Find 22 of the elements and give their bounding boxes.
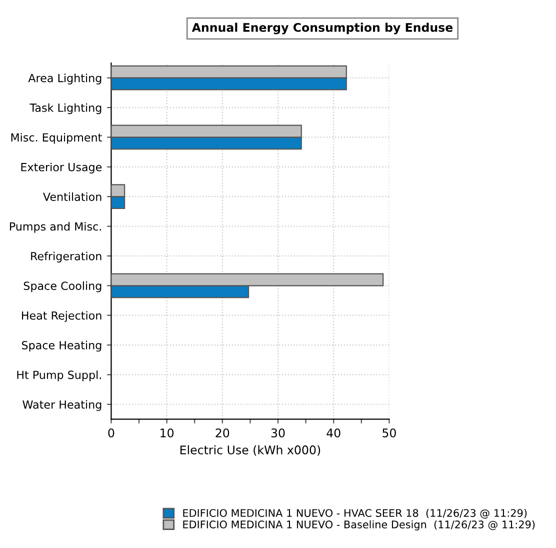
y-tick-label: Space Heating bbox=[22, 340, 102, 352]
legend-label: EDIFICIO MEDICINA 1 NUEVO - Baseline Design (11/26/23 @ 11:29) bbox=[183, 520, 535, 530]
y-tick-label: Area Lighting bbox=[28, 74, 102, 84]
y-tick-label: Exterior Usage bbox=[21, 162, 102, 174]
y-tick-label: Pumps and Misc. bbox=[10, 222, 101, 233]
y-tick-label: Ventilation bbox=[43, 192, 102, 201]
chart-title: Annual Energy Consumption by Enduse bbox=[192, 22, 453, 34]
y-tick-label: Water Heating bbox=[22, 400, 102, 411]
y-tick-label: Space Cooling bbox=[24, 281, 102, 292]
x-tick-label: 30 bbox=[271, 428, 285, 438]
x-tick-label: 20 bbox=[216, 428, 230, 438]
y-tick-label: Refrigeration bbox=[31, 252, 102, 262]
y-tick-label: Ht Pump Suppl. bbox=[17, 370, 101, 382]
y-tick-label: Misc. Equipment bbox=[11, 133, 102, 144]
x-tick-label: 0 bbox=[108, 428, 114, 438]
x-tick-label: 10 bbox=[160, 428, 174, 438]
y-tick-label: Task Lighting bbox=[30, 103, 102, 114]
y-tick-label: Heat Rejection bbox=[22, 311, 102, 322]
legend-label: EDIFICIO MEDICINA 1 NUEVO - HVAC SEER 18 (11/26/23 @ 11:29) bbox=[183, 508, 527, 519]
x-axis-title: Electric Use (kWh x000) bbox=[180, 445, 320, 456]
x-tick-label: 40 bbox=[326, 428, 340, 438]
x-tick-label: 50 bbox=[382, 428, 396, 438]
